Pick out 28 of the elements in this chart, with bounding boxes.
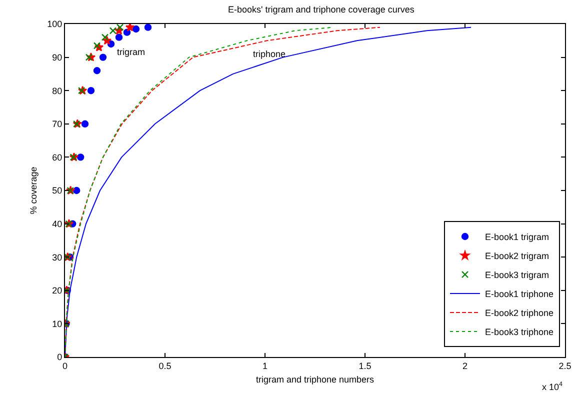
x-tick-label: 1.5 <box>358 360 372 371</box>
legend-label: E-book3 trigram <box>485 270 550 280</box>
x-tick-label: 2 <box>462 360 468 371</box>
x-tick-label: 1 <box>262 360 268 371</box>
annotation: trigram <box>117 47 146 57</box>
y-tick-label: 20 <box>52 286 62 296</box>
legend-label: E-book3 triphone <box>485 327 554 338</box>
y-tick-label: 30 <box>52 252 62 262</box>
text: x 10$^{4}$ <box>542 381 564 392</box>
y-tick-label: 40 <box>52 218 62 229</box>
y-tick-label: 0 <box>57 352 62 362</box>
legend-label: E-book1 trigram <box>485 232 550 242</box>
x-axis-title: trigram and triphone numbers <box>256 374 375 385</box>
y-tick-label: 60 <box>52 152 62 162</box>
y-tick-label: 80 <box>52 86 62 96</box>
y-tick-label: 10 <box>52 318 62 329</box>
chart-title: E-books' trigram and triphone coverage curves <box>228 4 415 14</box>
y-tick-label: 50 <box>52 186 62 196</box>
annotation: triphone <box>253 49 286 59</box>
y-tick-label: 100 <box>47 19 62 30</box>
legend-label: E-book2 triphone <box>485 308 554 318</box>
legend-label: E-book2 trigram <box>485 251 550 262</box>
x-tick-label: 2.5 <box>558 360 572 371</box>
x-tick-label: 0.5 <box>158 360 172 371</box>
y-tick-label: 70 <box>52 119 62 130</box>
y-axis-title: % coverage <box>28 166 39 214</box>
legend-label: E-book1 triphone <box>485 289 554 300</box>
y-tick-label: 90 <box>52 52 62 62</box>
